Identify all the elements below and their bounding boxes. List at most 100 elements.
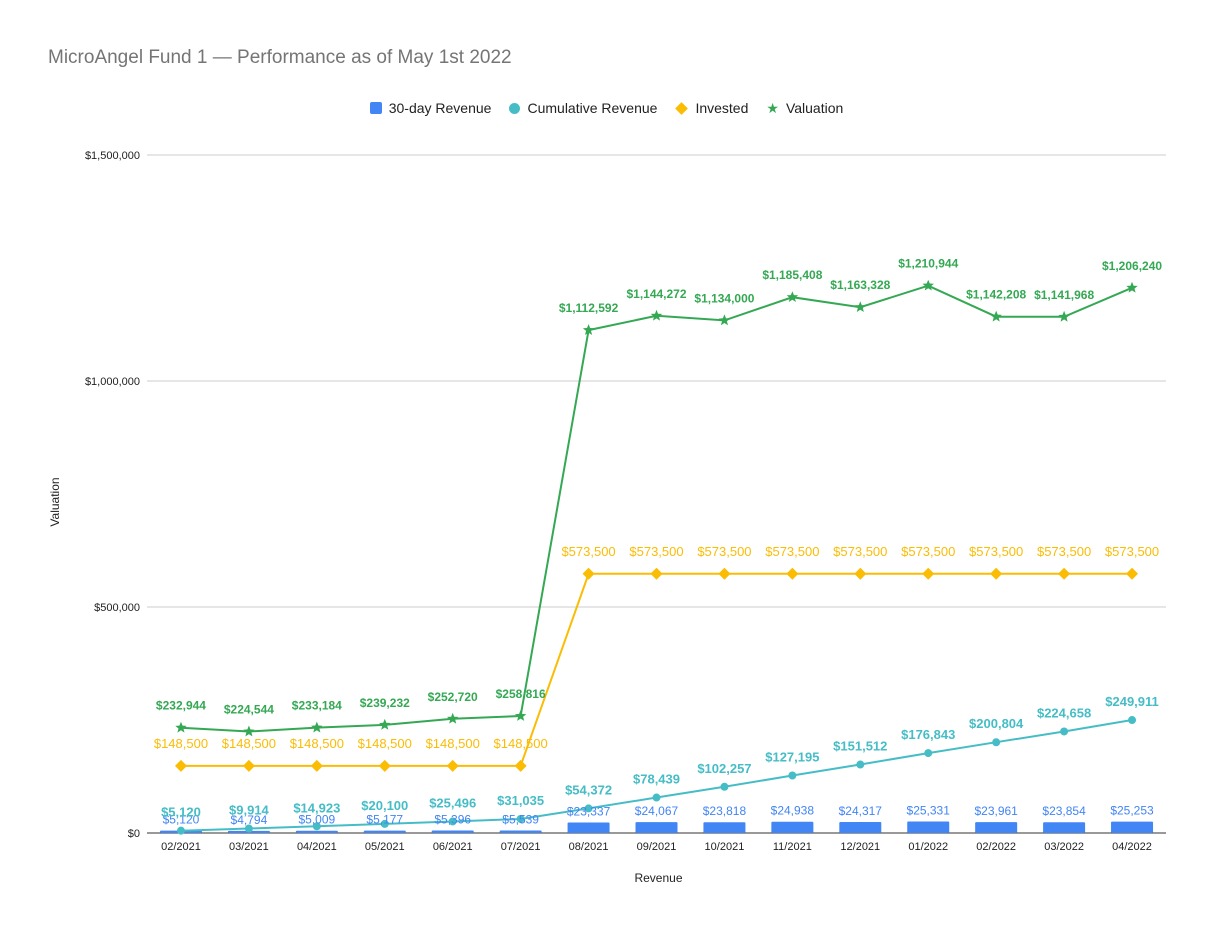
x-tick-label: 07/2021 bbox=[501, 841, 541, 853]
x-tick-label: 09/2021 bbox=[637, 841, 677, 853]
data-label: $148,500 bbox=[494, 736, 548, 751]
series-line bbox=[180, 284, 1133, 733]
data-label: $151,512 bbox=[833, 739, 887, 754]
data-point bbox=[174, 759, 187, 772]
data-label: $14,923 bbox=[293, 800, 340, 815]
bar bbox=[907, 821, 950, 833]
x-tick-label: 10/2021 bbox=[705, 841, 745, 853]
data-label: $233,184 bbox=[292, 699, 342, 713]
data-label: $5,120 bbox=[161, 805, 201, 820]
legend-swatch-star: ★ bbox=[766, 100, 779, 116]
data-label: $24,067 bbox=[635, 804, 679, 818]
data-label: $573,500 bbox=[1037, 544, 1091, 559]
legend-label: Valuation bbox=[785, 100, 844, 116]
data-label: $78,439 bbox=[633, 772, 680, 787]
data-label: $24,317 bbox=[839, 804, 883, 818]
bar bbox=[635, 822, 678, 833]
data-point bbox=[1126, 281, 1138, 293]
x-tick-label: 04/2021 bbox=[297, 841, 337, 853]
data-point bbox=[992, 738, 1001, 747]
data-label: $573,500 bbox=[969, 544, 1023, 559]
data-point bbox=[176, 826, 185, 835]
data-point bbox=[242, 759, 255, 772]
data-label: $102,257 bbox=[697, 761, 751, 776]
data-point bbox=[175, 721, 187, 733]
data-point bbox=[514, 710, 527, 721]
chart-title: MicroAngel Fund 1 — Performance as of Ma… bbox=[48, 47, 512, 68]
data-point bbox=[514, 759, 527, 772]
data-point bbox=[379, 718, 391, 730]
bar bbox=[975, 822, 1018, 833]
data-label: $1,185,408 bbox=[762, 268, 822, 282]
data-point bbox=[516, 814, 525, 823]
data-label: $148,500 bbox=[154, 736, 208, 751]
data-label: $258,816 bbox=[496, 687, 546, 701]
data-label: $31,035 bbox=[497, 793, 544, 808]
data-label: $25,253 bbox=[1110, 804, 1154, 818]
y-tick-label: $0 bbox=[128, 828, 140, 840]
legend-label: Invested bbox=[695, 100, 749, 116]
bar bbox=[499, 830, 542, 833]
data-label: $1,144,272 bbox=[626, 287, 686, 301]
data-label: $25,496 bbox=[429, 795, 476, 810]
data-point bbox=[446, 759, 459, 772]
x-tick-label: 03/2022 bbox=[1044, 841, 1084, 853]
data-label: $148,500 bbox=[358, 736, 412, 751]
data-point bbox=[582, 324, 595, 335]
data-label: $224,658 bbox=[1037, 705, 1091, 720]
bar bbox=[431, 830, 474, 833]
data-label: $1,134,000 bbox=[694, 291, 754, 305]
x-axis-title: Revenue bbox=[634, 871, 682, 885]
x-tick-label: 02/2021 bbox=[161, 841, 201, 853]
data-point bbox=[244, 824, 253, 833]
x-tick-label: 12/2021 bbox=[840, 841, 880, 853]
data-label: $573,500 bbox=[901, 544, 955, 559]
x-tick-label: 03/2021 bbox=[229, 841, 269, 853]
data-point bbox=[856, 760, 865, 769]
legend-item-valuation[interactable]: ★ Valuation bbox=[766, 100, 843, 116]
y-tick-label: $500,000 bbox=[94, 602, 140, 614]
data-label: $5,396 bbox=[434, 813, 471, 827]
data-point bbox=[582, 567, 595, 580]
data-point bbox=[650, 309, 663, 321]
data-label: $24,938 bbox=[771, 804, 815, 818]
data-point bbox=[924, 749, 933, 758]
data-label: $1,163,328 bbox=[830, 278, 890, 292]
data-point bbox=[448, 817, 457, 826]
data-point bbox=[311, 721, 323, 733]
legend-item-invested[interactable]: Invested bbox=[675, 100, 748, 116]
x-tick-label: 04/2022 bbox=[1112, 841, 1152, 853]
x-tick-label: 01/2022 bbox=[908, 841, 948, 853]
legend-swatch-circle bbox=[509, 102, 521, 114]
x-tick-label: 11/2021 bbox=[773, 841, 812, 853]
data-label: $5,177 bbox=[366, 813, 403, 827]
data-label: $127,195 bbox=[765, 750, 819, 765]
data-label: $1,112,592 bbox=[559, 301, 619, 315]
data-label: $249,911 bbox=[1105, 694, 1159, 709]
data-point bbox=[243, 725, 255, 737]
legend-item-30-day-revenue[interactable]: 30-day Revenue bbox=[369, 100, 491, 116]
data-label: $1,141,968 bbox=[1034, 288, 1094, 302]
data-point bbox=[584, 804, 593, 813]
data-label: $5,009 bbox=[298, 813, 335, 827]
legend-label: Cumulative Revenue bbox=[527, 100, 658, 116]
data-label: $1,206,240 bbox=[1102, 259, 1162, 273]
data-label: $232,944 bbox=[156, 699, 206, 713]
bar bbox=[295, 830, 338, 833]
data-point bbox=[1058, 310, 1070, 322]
data-label: $573,500 bbox=[629, 544, 683, 559]
data-point bbox=[990, 567, 1003, 580]
data-point bbox=[788, 771, 797, 780]
legend-swatch-square bbox=[369, 102, 382, 114]
y-axis-title: Valuation bbox=[48, 477, 62, 526]
data-label: $573,500 bbox=[765, 544, 819, 559]
data-point bbox=[922, 567, 935, 580]
data-point bbox=[1126, 567, 1139, 580]
legend-item-cumulative-revenue[interactable]: Cumulative Revenue bbox=[509, 100, 657, 116]
data-point bbox=[312, 822, 321, 831]
data-label: $23,818 bbox=[703, 804, 747, 818]
data-label: $25,331 bbox=[907, 804, 951, 818]
data-point bbox=[1058, 567, 1071, 580]
data-label: $54,372 bbox=[565, 782, 612, 797]
